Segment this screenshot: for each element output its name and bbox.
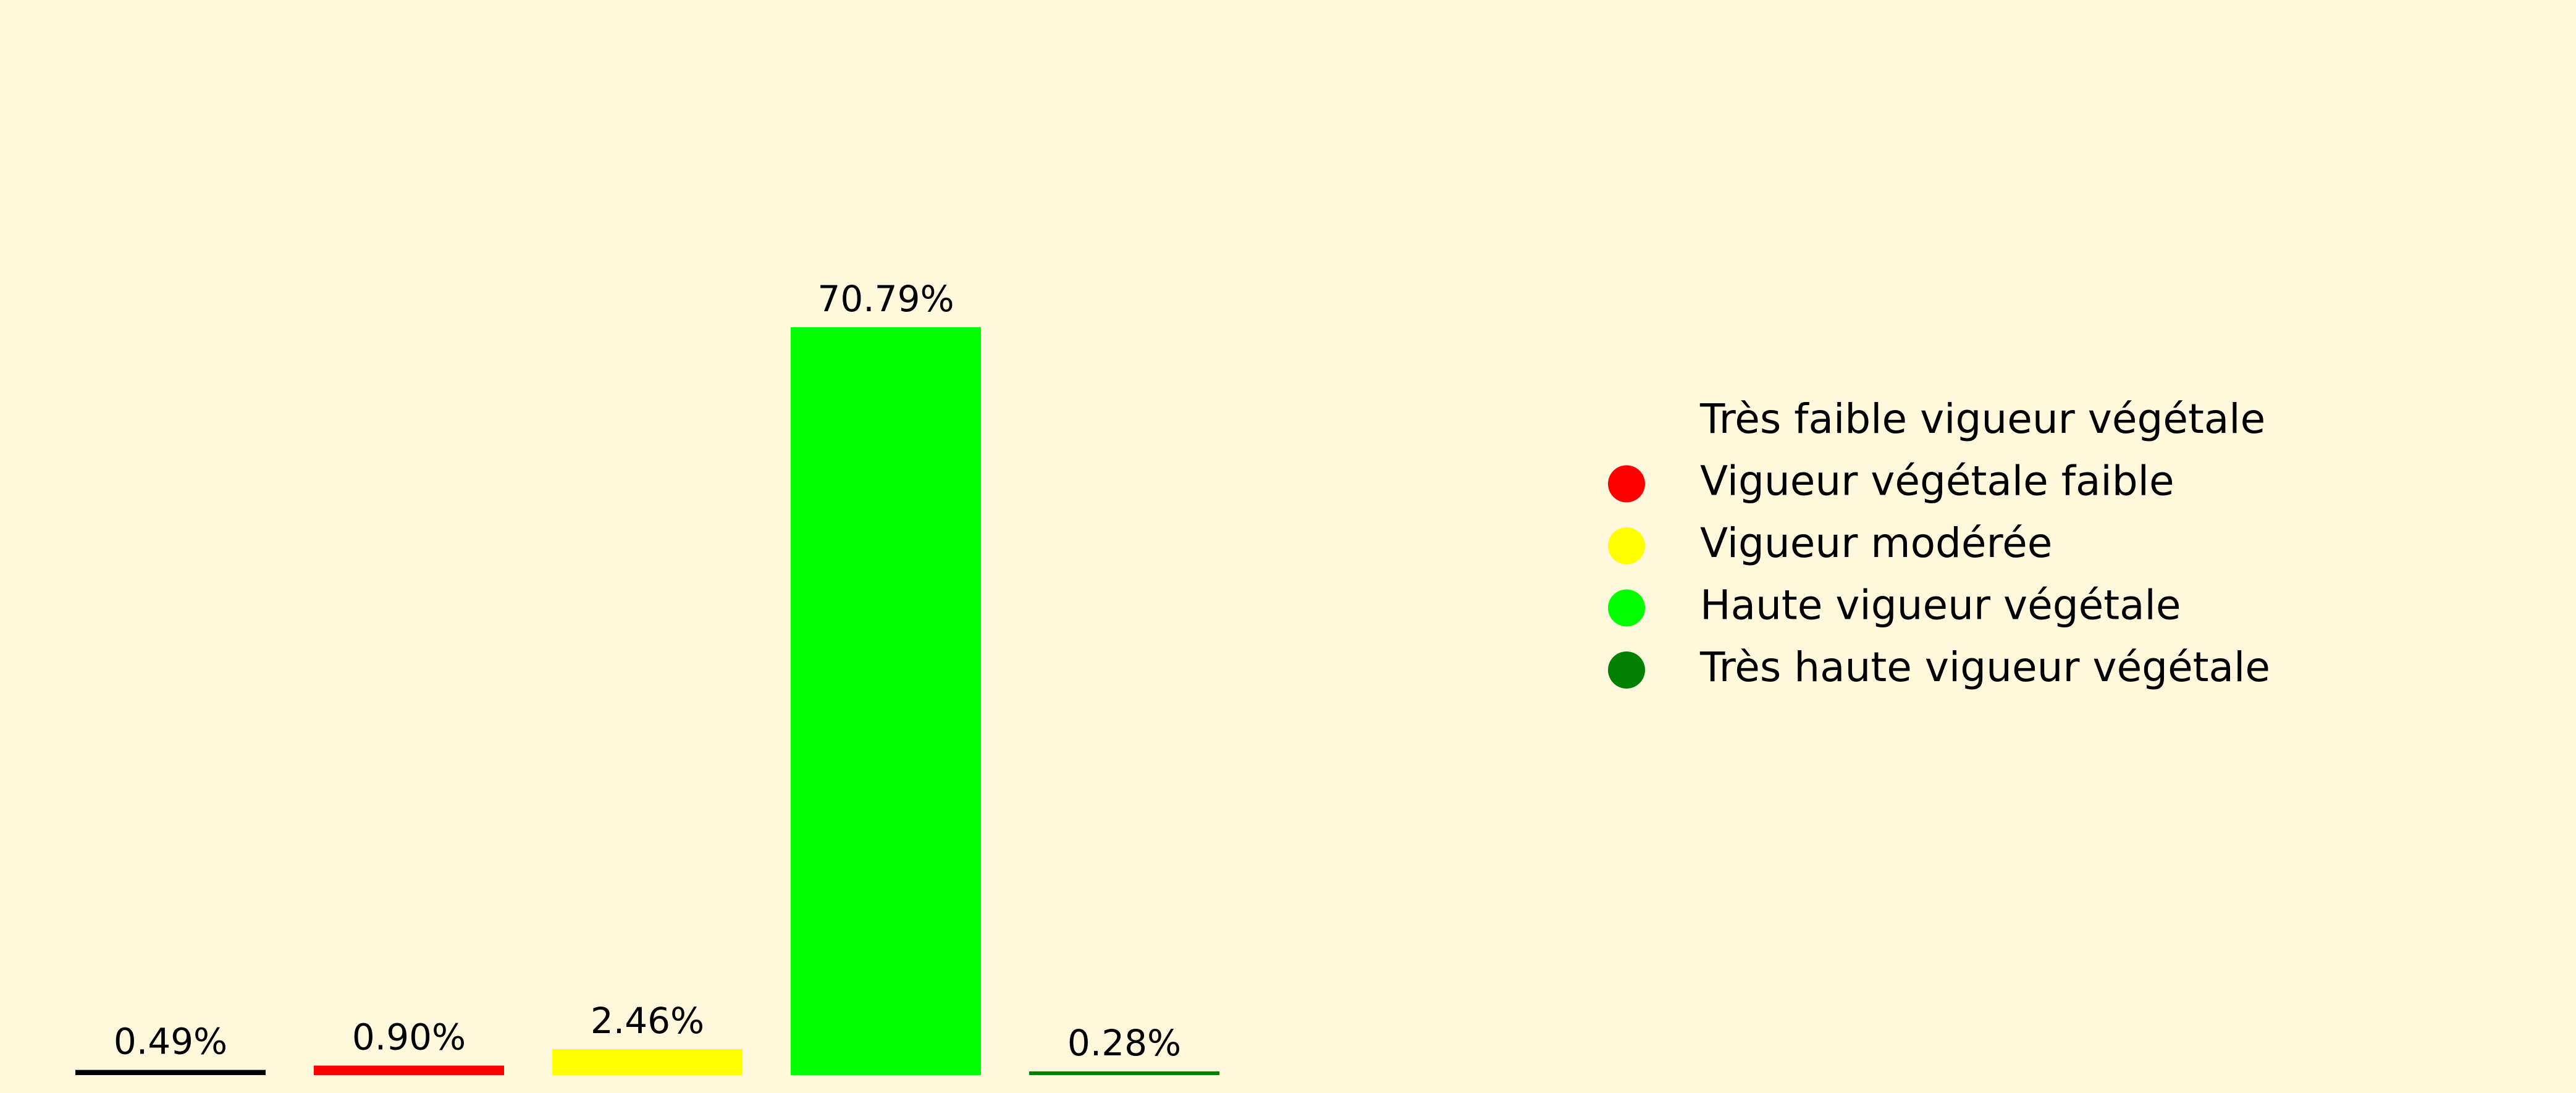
legend-label-2: Vigueur végétale faible [1700, 458, 2174, 505]
legend-entry-2: Vigueur végétale faible [1608, 458, 2174, 505]
bar-2 [314, 1065, 504, 1075]
bar-4 [791, 327, 981, 1075]
legend-marker-5 [1608, 651, 1645, 689]
legend-entry-5: Très haute vigueur végétale [1608, 643, 2270, 691]
bar-value-label-3: 2.46% [591, 1000, 704, 1042]
bar-value-label-1: 0.49% [114, 1021, 227, 1063]
bar-1 [75, 1070, 266, 1075]
legend-label-4: Haute vigueur végétale [1700, 582, 2181, 629]
legend-entry-3: Vigueur modérée [1608, 519, 2052, 567]
legend-marker-2 [1608, 465, 1645, 503]
bars-group [75, 327, 1219, 1075]
bar-3 [552, 1049, 743, 1075]
bar-labels-group: 0.49% 0.90% 2.46% 70.79% 0.28% [114, 278, 1181, 1064]
legend-entry-1: Très faible vigueur végétale [1699, 395, 2265, 443]
legend-label-1: Très faible vigueur végétale [1699, 395, 2265, 443]
legend: Très faible vigueur végétale Vigueur végé… [1608, 395, 2270, 691]
legend-entry-4: Haute vigueur végétale [1608, 582, 2181, 629]
bar-5 [1029, 1071, 1219, 1075]
legend-marker-3 [1608, 527, 1645, 564]
bar-value-label-2: 0.90% [352, 1016, 466, 1058]
legend-label-3: Vigueur modérée [1700, 519, 2052, 567]
legend-label-5: Très haute vigueur végétale [1699, 643, 2270, 691]
bar-value-label-5: 0.28% [1067, 1022, 1181, 1064]
bar-value-label-4: 70.79% [817, 278, 954, 320]
legend-marker-4 [1608, 589, 1645, 627]
